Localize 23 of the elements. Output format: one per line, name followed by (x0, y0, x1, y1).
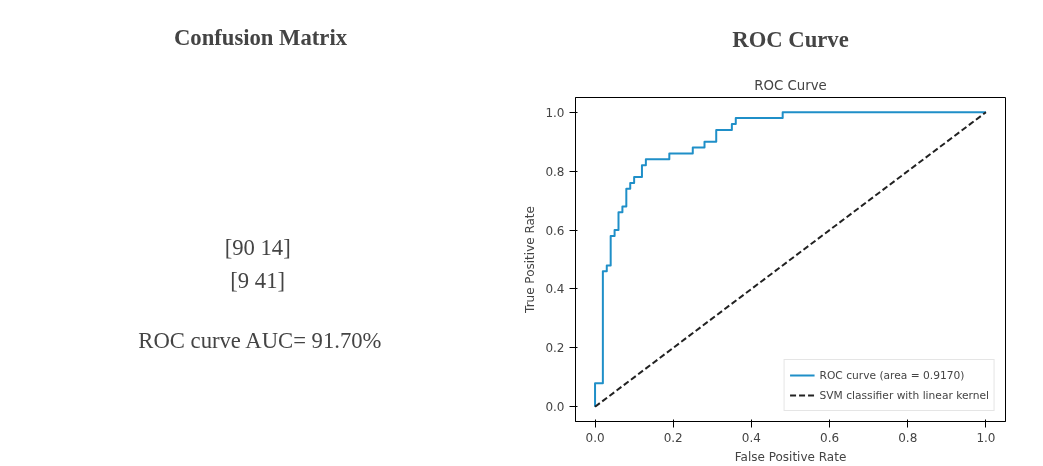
legend-label: SVM classifier with linear kernel (819, 388, 989, 402)
y-tick-label: 1.0 (545, 105, 565, 120)
x-tick-label: 0.2 (663, 430, 683, 445)
chart-title: ROC Curve (732, 26, 849, 52)
y-tick-label: 0.2 (545, 341, 565, 356)
text: Confusion Matrix (173, 25, 348, 51)
x-tick-label: 0.6 (820, 430, 840, 445)
text: [9 41] (230, 267, 286, 293)
y-tick-label: 0.6 (545, 223, 565, 238)
y-axis-title: True Positive Rate (523, 206, 538, 314)
chart-subtitle: ROC Curve (754, 77, 827, 93)
x-tick-label: 0.0 (585, 430, 605, 445)
y-tick-label: 0.4 (545, 282, 565, 297)
y-tick-label: 0.0 (545, 400, 565, 415)
text: [90 14] (224, 234, 291, 260)
y-tick-label: 0.8 (545, 164, 565, 179)
x-tick-label: 0.4 (741, 430, 761, 445)
legend-label: ROC curve (area = 0.9170) (819, 368, 965, 382)
x-tick-label: 0.8 (898, 430, 918, 445)
x-axis-title: False Positive Rate (734, 449, 847, 464)
line-series (594, 111, 987, 408)
x-tick-label: 1.0 (976, 430, 996, 445)
text: ROC curve AUC= 91.70% (138, 328, 382, 354)
